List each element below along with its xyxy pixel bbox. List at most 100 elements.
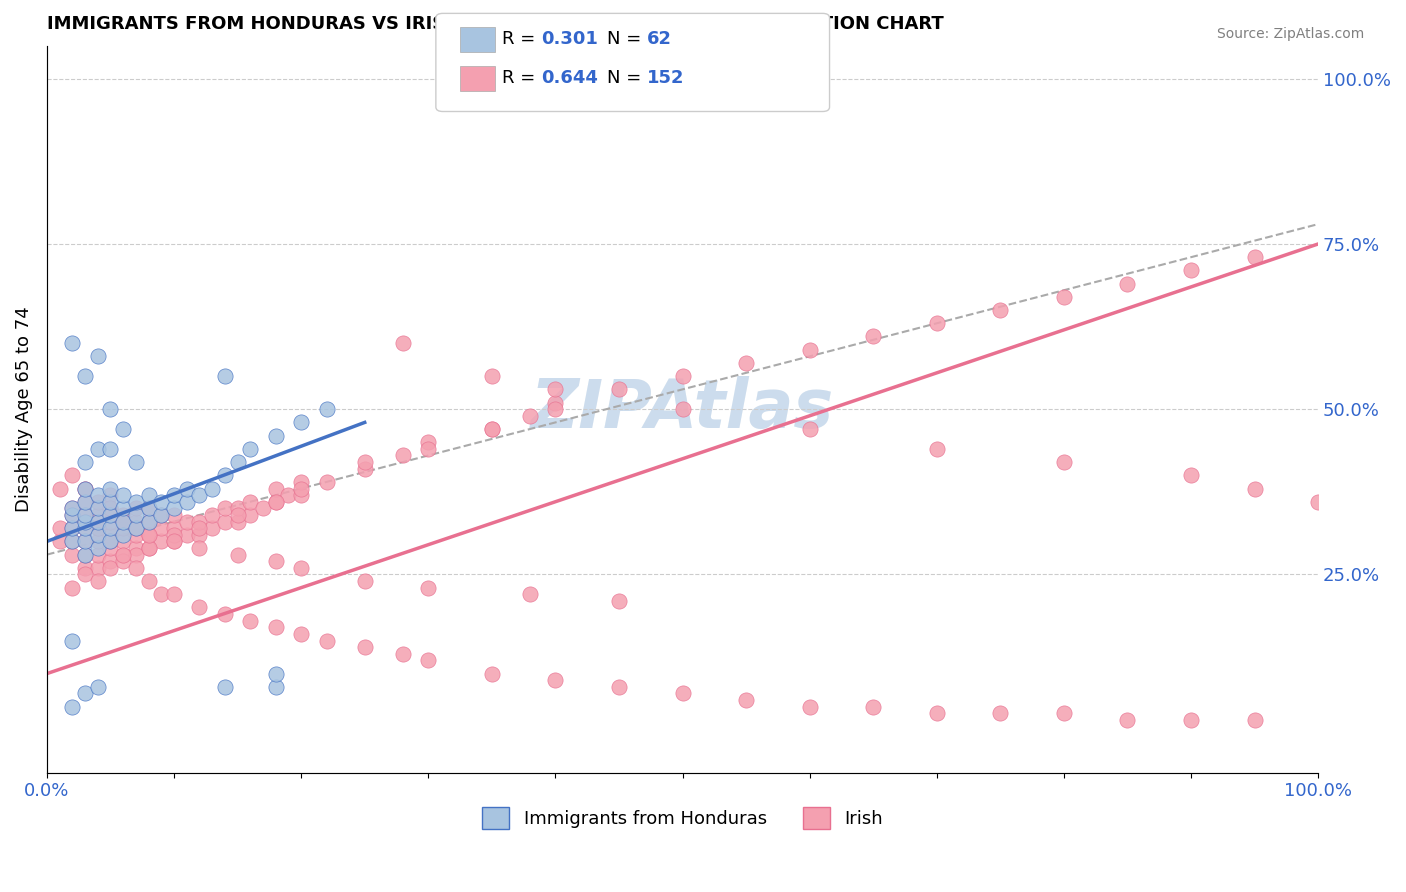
Point [163,488,186,502]
Point [418,581,440,595]
Point [112,508,135,522]
Point [112,548,135,562]
Point [125,541,148,555]
Point [100,501,122,516]
Point [60,508,83,522]
Point [1243,713,1265,727]
Point [150,521,173,535]
Text: R =: R = [502,70,541,87]
Point [60,521,83,535]
Point [138,488,160,502]
Point [73,369,96,384]
Point [73,482,96,496]
Point [100,554,122,568]
Point [277,488,299,502]
Point [607,680,630,694]
Point [100,494,122,508]
Point [735,693,758,707]
Point [481,422,503,436]
Point [73,521,96,535]
Text: N =: N = [607,70,647,87]
Point [1243,482,1265,496]
Point [138,541,160,555]
Text: 152: 152 [647,70,685,87]
Point [48,482,70,496]
Text: N =: N = [607,30,647,48]
Point [1116,713,1139,727]
Point [315,402,337,417]
Point [87,534,110,549]
Point [112,534,135,549]
Point [226,515,249,529]
Point [48,521,70,535]
Point [862,699,884,714]
Point [138,528,160,542]
Point [176,494,198,508]
Point [519,587,541,601]
Point [48,534,70,549]
Point [226,501,249,516]
Point [226,455,249,469]
Point [100,528,122,542]
Point [290,627,312,641]
Point [353,640,375,655]
Point [112,554,135,568]
Point [60,699,83,714]
Point [188,488,211,502]
Point [163,528,186,542]
Point [87,548,110,562]
Point [73,548,96,562]
Point [353,574,375,588]
Point [100,541,122,555]
Point [1180,468,1202,483]
Point [125,528,148,542]
Point [87,680,110,694]
Point [925,706,948,721]
Point [607,383,630,397]
Point [73,686,96,700]
Point [418,653,440,667]
Point [188,541,211,555]
Point [264,428,287,442]
Point [799,699,821,714]
Point [112,548,135,562]
Point [519,409,541,423]
Point [264,554,287,568]
Point [188,521,211,535]
Point [799,343,821,357]
Point [392,336,415,351]
Point [87,561,110,575]
Point [87,521,110,535]
Point [1308,494,1330,508]
Point [87,515,110,529]
Point [290,482,312,496]
Point [138,501,160,516]
Point [239,508,262,522]
Point [125,548,148,562]
Point [264,680,287,694]
Point [163,534,186,549]
Point [100,501,122,516]
Point [73,521,96,535]
Point [125,561,148,575]
Point [60,581,83,595]
Point [988,303,1011,318]
Point [125,521,148,535]
Point [100,508,122,522]
Point [290,475,312,489]
Point [214,515,236,529]
Point [100,561,122,575]
Point [163,501,186,516]
Point [290,488,312,502]
Point [671,402,693,417]
Point [150,587,173,601]
Point [73,548,96,562]
Point [87,541,110,555]
Point [73,515,96,529]
Point [87,574,110,588]
Point [988,706,1011,721]
Y-axis label: Disability Age 65 to 74: Disability Age 65 to 74 [15,306,32,512]
Point [1116,277,1139,291]
Point [100,515,122,529]
Point [544,383,567,397]
